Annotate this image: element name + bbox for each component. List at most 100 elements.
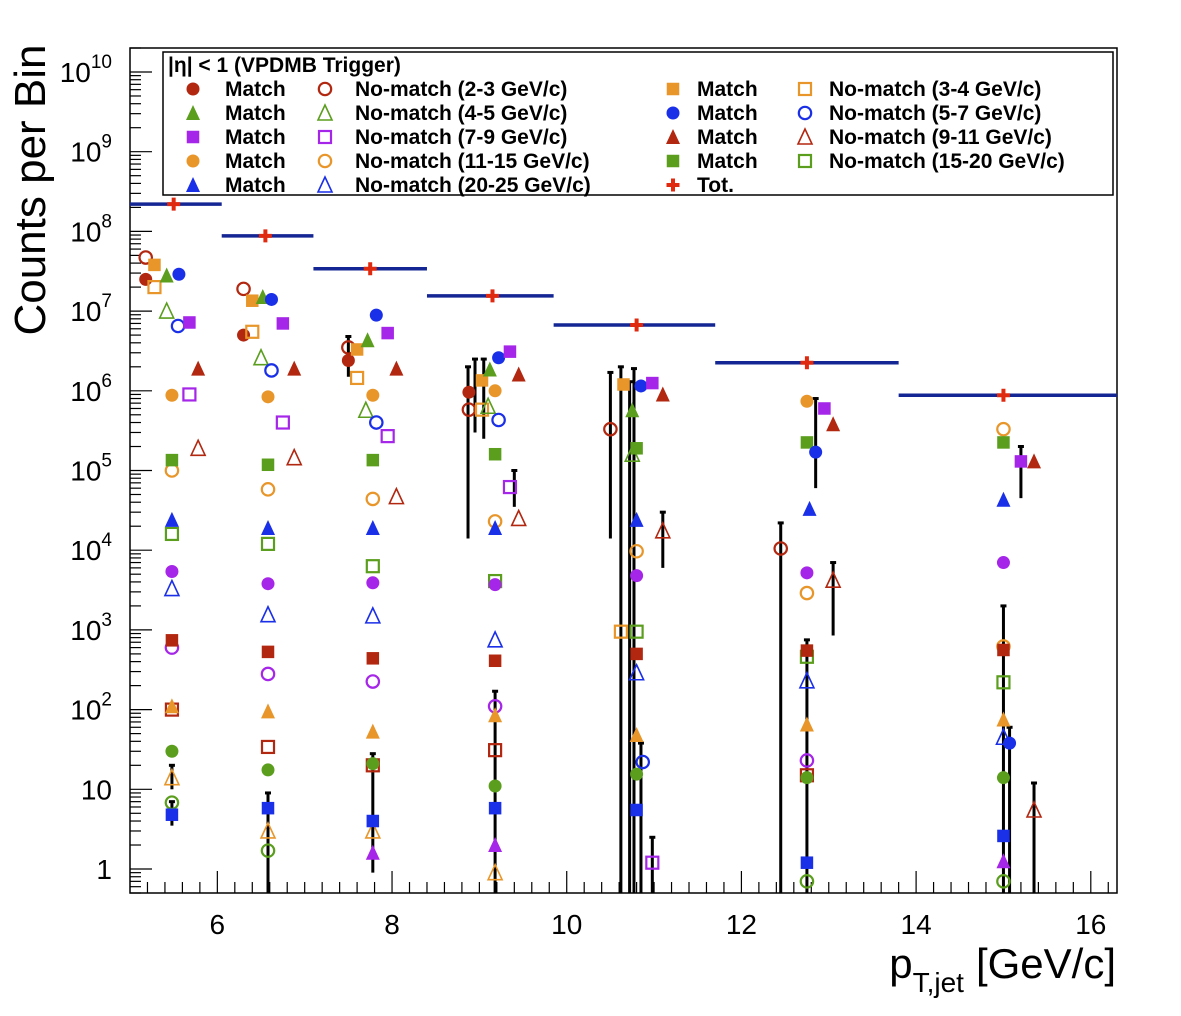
data-point xyxy=(996,711,1011,727)
data-point xyxy=(800,644,814,657)
data-point xyxy=(645,855,660,870)
data-point xyxy=(511,366,526,382)
legend-marker xyxy=(797,81,813,97)
data-point xyxy=(996,675,1011,690)
x-tick-label: 12 xyxy=(726,909,757,940)
data-point xyxy=(630,767,644,781)
data-point xyxy=(488,654,502,668)
data-point xyxy=(475,374,489,387)
data-point xyxy=(164,526,180,542)
legend-entry-label: No-match (4-5 GeV/c) xyxy=(355,102,567,125)
data-point xyxy=(172,267,186,281)
data-point xyxy=(350,343,364,356)
data-point xyxy=(287,360,302,376)
data-point xyxy=(138,250,154,265)
y-tick-label: 1010 xyxy=(60,52,112,88)
data-point xyxy=(502,479,518,495)
data-point xyxy=(799,874,815,889)
data-point xyxy=(260,536,276,551)
y-axis-title: Counts per Bin xyxy=(6,44,55,335)
total-point xyxy=(485,289,499,303)
legend-marker xyxy=(317,129,333,145)
y-tick-label: 104 xyxy=(70,530,112,566)
y-tick-label: 105 xyxy=(70,451,112,487)
legend-marker xyxy=(796,127,814,145)
data-point xyxy=(488,743,503,758)
data-point xyxy=(996,491,1011,507)
legend-marker xyxy=(186,130,200,144)
data-point xyxy=(261,801,275,815)
legend-marker xyxy=(666,154,680,168)
data-point xyxy=(630,803,643,817)
data-point xyxy=(629,543,644,559)
data-point xyxy=(388,486,405,505)
legend-marker xyxy=(317,153,333,169)
data-point xyxy=(613,624,628,639)
data-point xyxy=(139,272,153,286)
y-tick-label: 106 xyxy=(70,371,112,407)
data-point xyxy=(773,541,789,556)
data-point xyxy=(380,429,395,444)
data-point xyxy=(366,453,380,467)
data-point xyxy=(1027,453,1042,469)
data-point xyxy=(799,753,815,768)
data-point xyxy=(654,520,672,539)
data-point xyxy=(655,386,670,402)
legend-entry-label: No-match (11-15 GeV/c) xyxy=(355,150,590,173)
data-point xyxy=(818,402,831,415)
data-point xyxy=(996,556,1010,570)
data-point xyxy=(365,519,380,535)
data-point xyxy=(997,643,1010,657)
data-point xyxy=(163,578,181,597)
data-point xyxy=(259,821,277,839)
data-point xyxy=(264,363,279,378)
data-point xyxy=(800,856,814,869)
data-point xyxy=(646,376,659,390)
data-point xyxy=(261,458,275,472)
data-point xyxy=(800,771,814,785)
legend-entry-label: Match xyxy=(697,126,758,149)
data-point xyxy=(630,442,643,455)
legend-marker xyxy=(186,105,200,120)
data-point xyxy=(165,744,179,758)
data-point xyxy=(381,326,394,340)
legend-entry-label: No-match (5-7 GeV/c) xyxy=(829,102,1041,125)
data-point xyxy=(630,569,644,583)
data-point xyxy=(800,394,814,408)
data-point xyxy=(629,727,644,743)
data-point xyxy=(366,576,380,590)
legend-entry-label: Match xyxy=(225,102,286,125)
y-tick-label: 102 xyxy=(70,690,112,726)
data-point xyxy=(260,666,276,682)
data-point xyxy=(165,453,179,467)
data-point xyxy=(488,578,502,592)
legend-entry-label: Match xyxy=(225,174,286,197)
data-point xyxy=(629,511,644,527)
data-point xyxy=(634,379,648,393)
legend-marker xyxy=(797,153,813,169)
legend-entry-label: Match xyxy=(225,78,286,101)
legend-entry-label: No-match (15-20 GeV/c) xyxy=(829,150,1065,173)
data-point xyxy=(252,347,270,366)
legend-entry-label: Match xyxy=(225,150,286,173)
legend-marker xyxy=(186,177,200,192)
data-point xyxy=(366,757,380,771)
x-axis-title-unit: [GeV/c] xyxy=(976,940,1116,987)
legend-marker xyxy=(666,178,680,192)
data-point xyxy=(603,421,618,437)
legend-entry-label: Match xyxy=(225,126,286,149)
x-tick-label: 10 xyxy=(551,909,582,940)
data-point xyxy=(488,837,503,853)
data-point xyxy=(245,324,260,339)
data-point xyxy=(486,629,504,648)
data-point xyxy=(488,384,502,398)
data-point xyxy=(474,402,490,417)
data-point xyxy=(1003,736,1017,750)
x-axis-title-main: p xyxy=(889,940,912,987)
data-point xyxy=(147,280,162,295)
data-point xyxy=(369,308,383,322)
data-point xyxy=(259,604,277,623)
x-tick-label: 8 xyxy=(384,909,400,940)
data-point xyxy=(510,508,527,527)
legend-marker xyxy=(666,129,680,144)
